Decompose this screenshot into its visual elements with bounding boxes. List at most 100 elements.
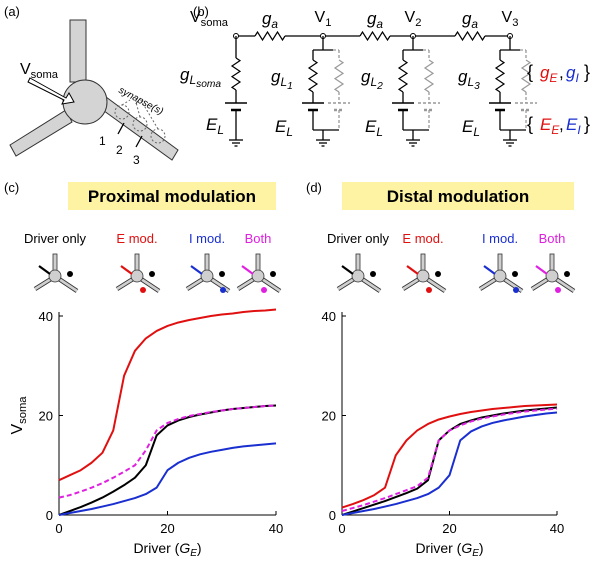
icon-driver-synapse bbox=[370, 271, 376, 277]
leak-reversal-part: L bbox=[217, 123, 224, 137]
leak-reversal-part: L bbox=[376, 125, 383, 139]
resistor bbox=[397, 59, 409, 93]
series-line bbox=[58, 308, 277, 482]
compartment-border bbox=[135, 135, 143, 148]
icon-dendrite bbox=[204, 253, 210, 273]
axial-conductance-part: a bbox=[471, 17, 478, 31]
synaptic-symbol-part: I bbox=[575, 71, 579, 85]
icon-soma bbox=[545, 269, 559, 283]
icon-dendrite bbox=[134, 253, 140, 273]
title-box bbox=[342, 182, 574, 210]
icon-dendrite bbox=[52, 253, 58, 273]
icon-soma bbox=[251, 269, 265, 283]
leak-reversal-part: E bbox=[206, 115, 218, 134]
x-axis-label-part: G bbox=[179, 540, 190, 556]
panel-label: (c) bbox=[4, 180, 19, 195]
icon-mod-synapse bbox=[140, 287, 146, 293]
axial-conductance-part: a bbox=[271, 17, 278, 31]
synaptic-symbol-part: E bbox=[566, 115, 578, 134]
icon-dendrite bbox=[210, 277, 230, 293]
separator: , bbox=[559, 115, 564, 134]
icon-dendrite bbox=[361, 277, 381, 293]
icon-dendrite bbox=[497, 253, 503, 273]
chart-title: Distal modulation bbox=[387, 187, 530, 206]
legend-label: E mod. bbox=[402, 231, 443, 246]
x-tick-label: 0 bbox=[338, 521, 345, 536]
icon-driver-synapse bbox=[270, 271, 276, 277]
compartment-label: 2 bbox=[116, 143, 123, 157]
leak-reversal-part: L bbox=[286, 125, 293, 139]
axial-conductance: ga bbox=[462, 9, 478, 31]
leak-conductance-part: L bbox=[280, 75, 287, 89]
brace: { bbox=[527, 114, 533, 134]
leak-conductance-part: g bbox=[271, 67, 281, 86]
x-tick-label: 20 bbox=[442, 521, 456, 536]
leak-reversal-part: L bbox=[473, 125, 480, 139]
series-line bbox=[341, 403, 558, 509]
leak-conductance-part: g bbox=[180, 65, 190, 84]
icon-dendrite bbox=[261, 277, 281, 293]
axial-conductance-part: g bbox=[262, 9, 272, 28]
icon-dendrite bbox=[479, 277, 497, 291]
x-axis-label-part: E bbox=[190, 548, 197, 559]
axial-conductance-part: g bbox=[367, 9, 377, 28]
leak-reversal: EL bbox=[275, 117, 293, 139]
icon-soma bbox=[200, 269, 214, 283]
compartment-label: 3 bbox=[133, 153, 140, 167]
resistor bbox=[494, 59, 506, 93]
legend-label: Both bbox=[539, 231, 566, 246]
resistor bbox=[423, 59, 435, 93]
y-tick-label: 40 bbox=[39, 309, 53, 324]
icon-electrode bbox=[341, 265, 354, 275]
x-axis-label: Driver (GE) bbox=[133, 540, 201, 559]
leak-reversal-part: E bbox=[462, 117, 474, 136]
series-line bbox=[341, 411, 558, 516]
icon-soma bbox=[48, 269, 62, 283]
node-label: Vsoma bbox=[190, 9, 229, 29]
node-label: V2 bbox=[405, 9, 422, 29]
leak-reversal: EL bbox=[206, 115, 224, 137]
icon-driver-synapse bbox=[67, 271, 73, 277]
chart-title: Proximal modulation bbox=[88, 187, 256, 206]
leak-conductance: gL2 bbox=[361, 67, 383, 92]
x-tick-label: 40 bbox=[550, 521, 564, 536]
x-axis-label-part: ) bbox=[479, 540, 484, 556]
icon-mod-synapse bbox=[513, 287, 519, 293]
synaptic-symbol-part: g bbox=[540, 63, 550, 82]
leak-conductance-part: 1 bbox=[287, 81, 293, 92]
icon-soma bbox=[130, 269, 144, 283]
icon-dendrite bbox=[355, 253, 361, 273]
icon-dendrite bbox=[34, 277, 52, 291]
icon-electrode bbox=[406, 265, 419, 275]
compartment-label: 1 bbox=[99, 134, 106, 148]
series-line bbox=[341, 406, 558, 516]
icon-dendrite bbox=[549, 253, 555, 273]
icon-dendrite bbox=[186, 277, 204, 291]
soma-label-part: V bbox=[20, 61, 31, 78]
soma-label-part: soma bbox=[31, 69, 59, 81]
series-line bbox=[58, 404, 277, 499]
x-axis-label-part: ) bbox=[197, 540, 202, 556]
axial-conductance-part: a bbox=[376, 17, 383, 31]
resistor bbox=[359, 30, 391, 42]
icon-dendrite bbox=[116, 277, 134, 291]
leak-conductance-part: 2 bbox=[376, 81, 383, 92]
icon-dendrite bbox=[140, 277, 160, 293]
node-label-part: soma bbox=[201, 17, 229, 29]
synaptic-symbol: gE bbox=[540, 63, 558, 85]
brace: { bbox=[527, 62, 533, 82]
leak-conductance-part: L bbox=[467, 75, 474, 89]
icon-mod-synapse bbox=[555, 287, 561, 293]
icon-electrode bbox=[190, 265, 203, 275]
y-tick-label: 20 bbox=[322, 409, 336, 424]
x-axis-label: Driver (GE) bbox=[415, 540, 483, 559]
x-tick-label: 20 bbox=[160, 521, 174, 536]
synapse-pointer bbox=[134, 99, 141, 118]
node-label: V1 bbox=[315, 9, 332, 29]
leak-conductance-part: 3 bbox=[474, 81, 480, 92]
x-axis-label-part: Driver ( bbox=[133, 540, 179, 556]
icon-dendrite bbox=[426, 277, 446, 293]
x-tick-label: 0 bbox=[55, 521, 62, 536]
